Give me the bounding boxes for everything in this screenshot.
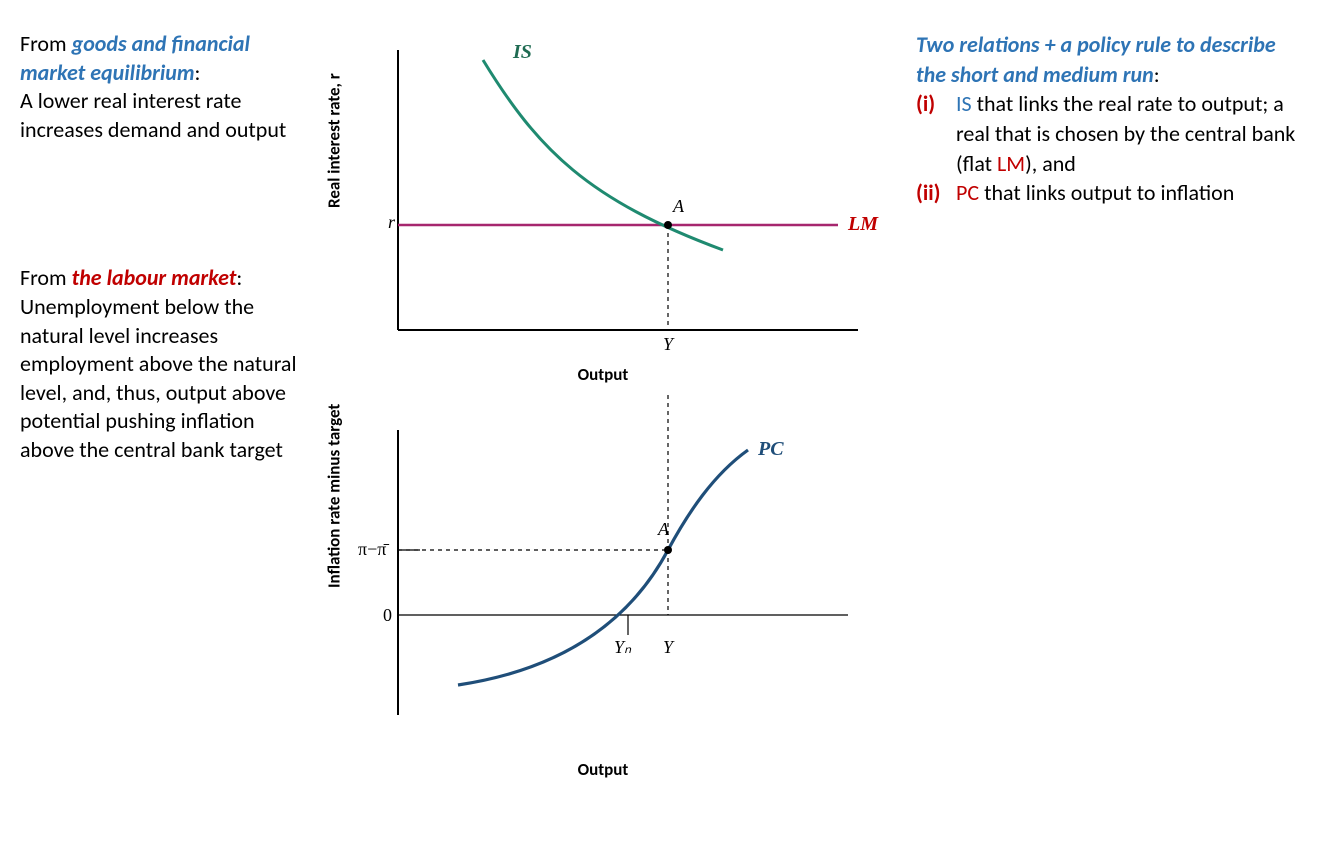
roman-marker: (i) xyxy=(916,89,956,119)
r-tick-label: r xyxy=(388,212,396,232)
islm-svg: LM IS r A Y xyxy=(328,30,888,360)
left2-colored: the labour market xyxy=(72,264,237,291)
pc-svg: 0 π−π̄ Yₙ Y PC A xyxy=(328,395,888,755)
right-list: (i)IS that links the real rate to output… xyxy=(916,89,1296,208)
left1-prefix: From xyxy=(20,30,72,57)
left2-body: Unemployment below the natural level inc… xyxy=(20,293,297,463)
right-heading: Two relations + a policy rule to describ… xyxy=(916,31,1276,88)
chart-islm: Real interest rate, r LM IS r A Y xyxy=(328,30,898,385)
lm-label: LM xyxy=(847,213,879,235)
left-column: From goods and financial market equilibr… xyxy=(20,30,310,535)
left2-prefix: From xyxy=(20,264,72,291)
pc-yn-label: Yₙ xyxy=(614,637,632,657)
islm-point-a-label: A xyxy=(672,196,685,216)
left1-suffix: : xyxy=(195,59,201,86)
left-block-1: From goods and financial market equilibr… xyxy=(20,30,310,144)
pc-point-a xyxy=(664,546,672,554)
right-list-item: (i)IS that links the real rate to output… xyxy=(916,89,1296,178)
roman-marker: (ii) xyxy=(916,178,956,208)
right-item-body: IS that links the real rate to output; a… xyxy=(956,89,1296,178)
pc-curve xyxy=(458,450,748,685)
islm-y-axis-title: Real interest rate, r xyxy=(324,73,345,208)
pc-zero-label: 0 xyxy=(383,605,392,625)
right-heading-suffix: : xyxy=(1154,61,1160,88)
right-list-item: (ii)PC that links output to inflation xyxy=(916,178,1296,208)
left2-suffix: : xyxy=(236,264,242,291)
is-curve xyxy=(483,60,723,250)
pc-x-axis-title: Output xyxy=(308,759,898,780)
islm-point-a xyxy=(664,221,672,229)
pc-point-a-label: A xyxy=(657,519,670,539)
pc-label: PC xyxy=(757,438,784,460)
pc-y-label: Y xyxy=(663,637,675,657)
is-label: IS xyxy=(512,41,532,63)
islm-x-axis-title: Output xyxy=(308,364,898,385)
pc-y-axis-title: Inflation rate minus target xyxy=(324,403,345,587)
left1-body: A lower real interest rate increases dem… xyxy=(20,87,286,143)
pc-pi-label: π−π̄ xyxy=(358,539,389,559)
left-block-2: From the labour market: Unemployment bel… xyxy=(20,264,310,464)
chart-stack: Real interest rate, r LM IS r A Y xyxy=(328,30,898,790)
right-item-body: PC that links output to inflation xyxy=(956,178,1234,208)
islm-y-tick-label: Y xyxy=(663,334,675,354)
right-column: Two relations + a policy rule to describ… xyxy=(916,30,1296,208)
chart-pc: Inflation rate minus target 0 π−π̄ Yₙ xyxy=(328,395,898,780)
